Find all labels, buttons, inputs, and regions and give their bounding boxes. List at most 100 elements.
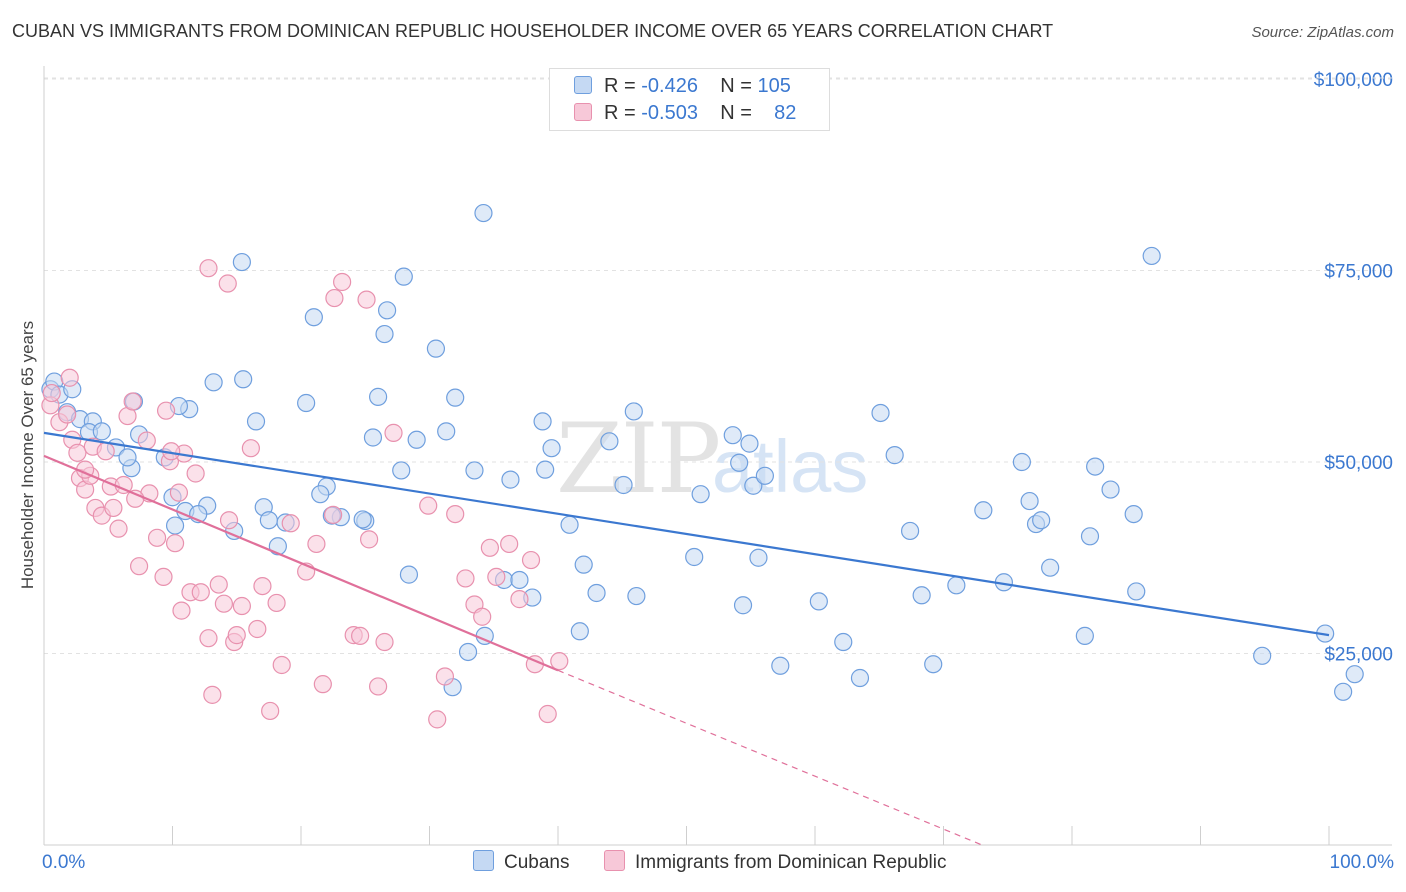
point-s1-79 bbox=[126, 489, 145, 508]
point-s0-71 bbox=[691, 485, 710, 504]
point-s0-42 bbox=[392, 461, 411, 480]
point-s1-68 bbox=[510, 590, 529, 609]
point-s1-18 bbox=[123, 392, 142, 411]
point-s1-57 bbox=[384, 423, 403, 442]
point-s1-20 bbox=[137, 431, 156, 450]
point-s1-42 bbox=[261, 701, 280, 721]
point-s1-33 bbox=[209, 575, 228, 594]
legend-r-label: R = bbox=[604, 102, 636, 124]
point-s1-65 bbox=[480, 538, 499, 557]
point-s0-63 bbox=[542, 439, 561, 458]
point-s1-67 bbox=[500, 534, 519, 554]
point-s0-65 bbox=[587, 583, 606, 603]
x-tick-label-min: 0.0% bbox=[42, 852, 86, 873]
point-s0-95 bbox=[1041, 558, 1060, 577]
point-s1-71 bbox=[538, 704, 557, 724]
point-s0-8 bbox=[92, 422, 111, 441]
point-s0-41 bbox=[375, 324, 394, 344]
point-s1-55 bbox=[369, 677, 388, 696]
point-s1-61 bbox=[446, 504, 465, 524]
point-s0-69 bbox=[627, 586, 646, 606]
x-tick-label-max: 100.0% bbox=[1329, 852, 1394, 873]
point-s0-91 bbox=[1012, 452, 1031, 472]
point-s1-50 bbox=[333, 272, 352, 292]
point-s0-68 bbox=[624, 402, 643, 421]
y-tick-label-3: $100,000 bbox=[1314, 70, 1393, 91]
point-s0-67 bbox=[614, 475, 633, 495]
point-s1-32 bbox=[203, 685, 222, 704]
point-s0-30 bbox=[232, 252, 251, 272]
point-s0-35 bbox=[377, 301, 397, 320]
point-s1-39 bbox=[241, 439, 260, 458]
point-s0-64 bbox=[574, 555, 593, 574]
point-s0-86 bbox=[912, 586, 931, 605]
point-s1-51 bbox=[325, 288, 344, 308]
point-s1-14 bbox=[104, 498, 123, 518]
point-s1-3 bbox=[42, 383, 61, 403]
point-s0-62 bbox=[533, 412, 552, 431]
point-s1-54 bbox=[360, 530, 379, 549]
point-s1-31 bbox=[199, 629, 218, 648]
point-s1-5 bbox=[68, 443, 87, 462]
point-s0-81 bbox=[834, 632, 853, 652]
point-s0-59 bbox=[570, 622, 589, 641]
point-s1-75 bbox=[357, 290, 376, 309]
point-s0-75 bbox=[744, 476, 763, 495]
point-s1-44 bbox=[272, 655, 291, 675]
point-s1-25 bbox=[165, 534, 185, 553]
legend-n-value-cubans: 105 bbox=[757, 75, 791, 97]
point-s0-72 bbox=[723, 426, 742, 445]
series-legend-label-dominican: Immigrants from Dominican Republic bbox=[635, 852, 947, 873]
point-s0-96 bbox=[1075, 626, 1094, 645]
point-s0-70 bbox=[685, 547, 704, 567]
point-s1-73 bbox=[199, 259, 218, 278]
point-s0-77 bbox=[733, 596, 753, 615]
point-s1-26 bbox=[169, 483, 189, 502]
point-s1-60 bbox=[435, 667, 455, 686]
point-s0-60 bbox=[474, 203, 493, 223]
point-s1-23 bbox=[154, 567, 173, 587]
point-s1-15 bbox=[109, 519, 128, 538]
legend-swatch-dominican bbox=[574, 102, 592, 121]
series-legend-dominican: Immigrants from Dominican Republic bbox=[604, 850, 947, 874]
y-tick-label-2: $75,000 bbox=[1324, 262, 1393, 283]
point-s0-87 bbox=[924, 655, 943, 674]
point-s0-84 bbox=[885, 446, 904, 465]
legend-n-label: N = bbox=[720, 102, 752, 124]
point-s0-73 bbox=[730, 453, 749, 472]
point-s1-29 bbox=[186, 464, 205, 483]
point-s0-38 bbox=[407, 430, 426, 449]
point-s1-59 bbox=[428, 710, 447, 729]
point-s1-30 bbox=[191, 583, 210, 602]
point-s0-85 bbox=[900, 521, 920, 541]
point-s1-48 bbox=[313, 675, 332, 694]
point-s0-37 bbox=[394, 267, 413, 286]
point-s0-48 bbox=[437, 422, 456, 441]
point-s1-22 bbox=[147, 528, 167, 547]
point-s0-83 bbox=[871, 403, 890, 423]
point-s0-89 bbox=[974, 501, 993, 520]
trend-line-s0 bbox=[43, 431, 1330, 637]
point-s0-82 bbox=[850, 668, 870, 688]
point-s1-19 bbox=[129, 557, 149, 576]
point-s0-52 bbox=[458, 642, 478, 662]
point-s0-97 bbox=[1080, 527, 1100, 546]
point-s0-100 bbox=[1124, 504, 1143, 524]
point-s0-79 bbox=[771, 656, 790, 675]
point-s0-49 bbox=[446, 388, 465, 407]
point-s1-2 bbox=[58, 405, 77, 424]
point-s1-37 bbox=[227, 626, 246, 645]
point-s0-28 bbox=[268, 537, 287, 556]
trend-extension-s1 bbox=[557, 669, 983, 846]
y-tick-label-0: $25,000 bbox=[1324, 645, 1393, 666]
point-s1-12 bbox=[96, 442, 115, 461]
point-s0-45 bbox=[297, 393, 316, 413]
point-s1-64 bbox=[473, 607, 492, 626]
point-s1-53 bbox=[351, 626, 370, 645]
point-s0-12 bbox=[118, 448, 137, 467]
point-s0-106 bbox=[1334, 682, 1353, 701]
point-s0-101 bbox=[1127, 582, 1146, 601]
point-s1-56 bbox=[375, 632, 394, 652]
point-s0-21 bbox=[204, 373, 223, 392]
